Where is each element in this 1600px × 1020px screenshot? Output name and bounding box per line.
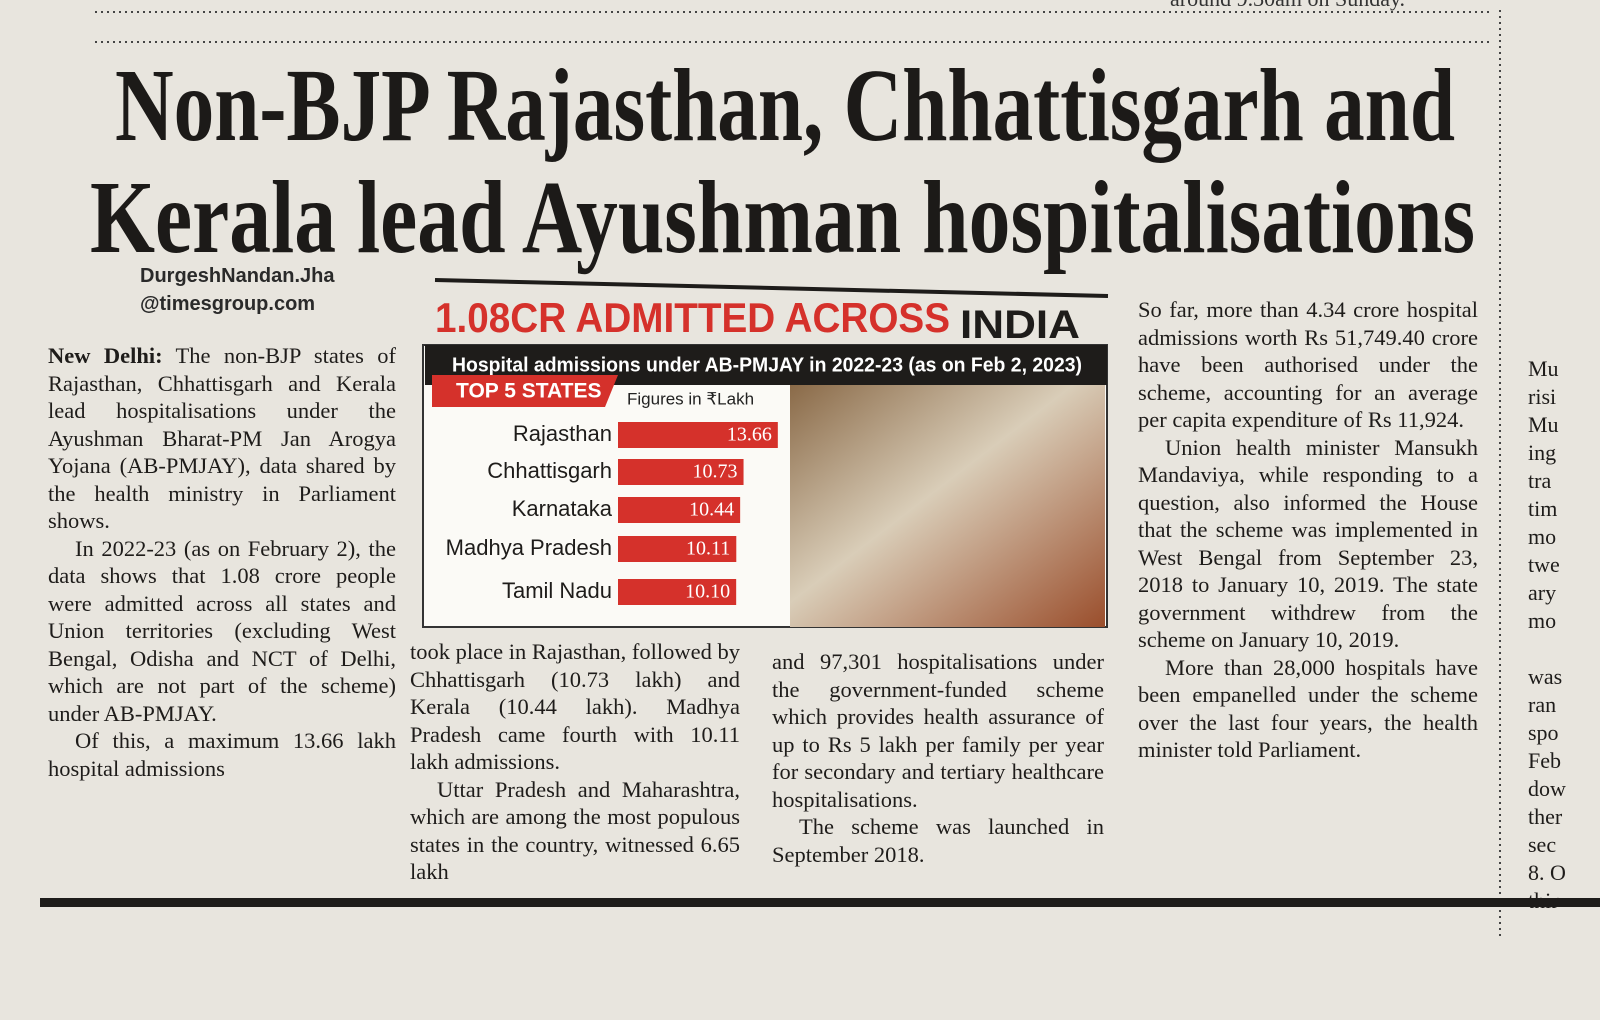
paragraph-text: Union health minister Mansukh Mandaviya,… [1138, 434, 1478, 653]
chart-title-suffix: INDIA [960, 303, 1080, 347]
column: So far, more than 4.34 crore hospital ad… [1138, 296, 1478, 764]
headline: Non-BJP Rajasthan, Chhattisgarh and [115, 48, 1455, 163]
paragraph: Union health minister Mansukh Mandaviya,… [1138, 434, 1478, 654]
paragraph: Of this, a maximum 13.66 lakh hospital a… [48, 727, 396, 782]
value-label: 13.66 [727, 424, 772, 446]
paragraph: More than 28,000 hospitals have been emp… [1138, 654, 1478, 764]
edge-line [1528, 635, 1568, 663]
column: and 97,301 hospitalisations under the go… [772, 648, 1104, 868]
paragraph-text: took place in Rajasthan, followed by Chh… [410, 639, 740, 774]
chart-subtitle: Hospital admissions under AB-PMJAY in 20… [452, 354, 1082, 376]
tag-band [432, 375, 618, 407]
paragraph-text: In 2022-23 (as on February 2), the data … [48, 535, 396, 726]
category-label: Karnataka [512, 496, 613, 521]
value-label: 10.44 [689, 499, 734, 521]
top-snippet: around 9.30am on Sunday. [1170, 0, 1405, 12]
category-label: Chhattisgarh [487, 458, 612, 483]
edge-line: 8. O [1528, 860, 1566, 885]
paragraph-text: So far, more than 4.34 crore hospital ad… [1138, 297, 1478, 432]
category-label: Madhya Pradesh [446, 535, 612, 560]
edge-line: ran [1528, 692, 1557, 717]
bottom-rule [40, 898, 1600, 907]
value-label: 10.10 [685, 581, 730, 603]
edge-line: tim [1528, 496, 1558, 521]
bar [618, 579, 737, 605]
edge-line: Mu [1528, 356, 1559, 381]
paragraph: Uttar Pradesh and Maharashtra, which are… [410, 776, 740, 886]
chart-note: Figures in ₹Lakh [627, 389, 754, 408]
bar [618, 422, 778, 448]
edge-line: risi [1528, 384, 1557, 409]
chart: Hospital admissions under AB-PMJAY in 20… [422, 278, 1109, 628]
byline: DurgeshNandan.Jha @timesgroup.com [140, 262, 334, 318]
edge-line: was [1528, 664, 1563, 689]
edge-line: mo [1528, 608, 1557, 633]
column: took place in Rajasthan, followed by Chh… [410, 638, 740, 886]
edge-line: mo [1528, 524, 1557, 549]
edge-line: Mu [1528, 412, 1559, 437]
byline-name: DurgeshNandan.Jha [140, 265, 335, 287]
paragraph-text: More than 28,000 hospitals have been emp… [1138, 654, 1478, 763]
paragraph: took place in Rajasthan, followed by Chh… [410, 638, 740, 776]
edge-line: Feb [1528, 748, 1561, 773]
paragraph-text: Of this, a maximum 13.66 lakh hospital a… [48, 728, 396, 781]
chart-title: 1.08CR ADMITTED ACROSS [435, 294, 950, 341]
dateline: New Delhi: [48, 343, 163, 368]
paragraph: So far, more than 4.34 crore hospital ad… [1138, 296, 1478, 434]
bar [618, 497, 741, 523]
edge-line: sec [1528, 832, 1557, 857]
edge-column: Mu risi Mu ing tra tim mo twe ary mo was ran spo Feb d… [1528, 355, 1568, 915]
edge-line: ther [1528, 804, 1563, 829]
bar [618, 459, 744, 485]
edge-line: tra [1528, 468, 1552, 493]
column: New Delhi: The non-BJP states of Rajasth… [48, 342, 396, 782]
edge-line: spo [1528, 720, 1559, 745]
edge-line: ing [1528, 440, 1557, 465]
paragraph: and 97,301 hospitalisations under the go… [772, 648, 1104, 813]
category-label: Tamil Nadu [502, 578, 612, 603]
edge-line: thir [1528, 888, 1559, 913]
paragraph-text: The non-BJP states of Rajasthan, Chhatti… [48, 343, 397, 533]
value-label: 10.73 [693, 461, 738, 483]
edge-line: twe [1528, 552, 1560, 577]
paragraph: In 2022-23 (as on February 2), the data … [48, 535, 396, 728]
paragraph: New Delhi: The non-BJP states of Rajasth… [48, 342, 396, 535]
chart-tag: TOP 5 STATES [456, 380, 601, 403]
category-label: Rajasthan [513, 421, 612, 446]
byline-email: @timesgroup.com [140, 293, 316, 315]
bar [618, 536, 737, 562]
paragraph-text: and 97,301 hospitalisations under the go… [772, 649, 1104, 812]
photo [790, 385, 1105, 627]
value-label: 10.11 [686, 538, 730, 560]
edge-line: ary [1528, 580, 1557, 605]
headline: Kerala lead Ayushman hospitalisations [90, 160, 1475, 275]
paragraph-text: The scheme was launched in September 201… [772, 814, 1104, 867]
edge-line: dow [1528, 776, 1566, 801]
paragraph-text: Uttar Pradesh and Maharashtra, which are… [410, 776, 740, 885]
chart-rule [434, 278, 1109, 298]
paragraph: The scheme was launched in September 201… [772, 813, 1104, 868]
